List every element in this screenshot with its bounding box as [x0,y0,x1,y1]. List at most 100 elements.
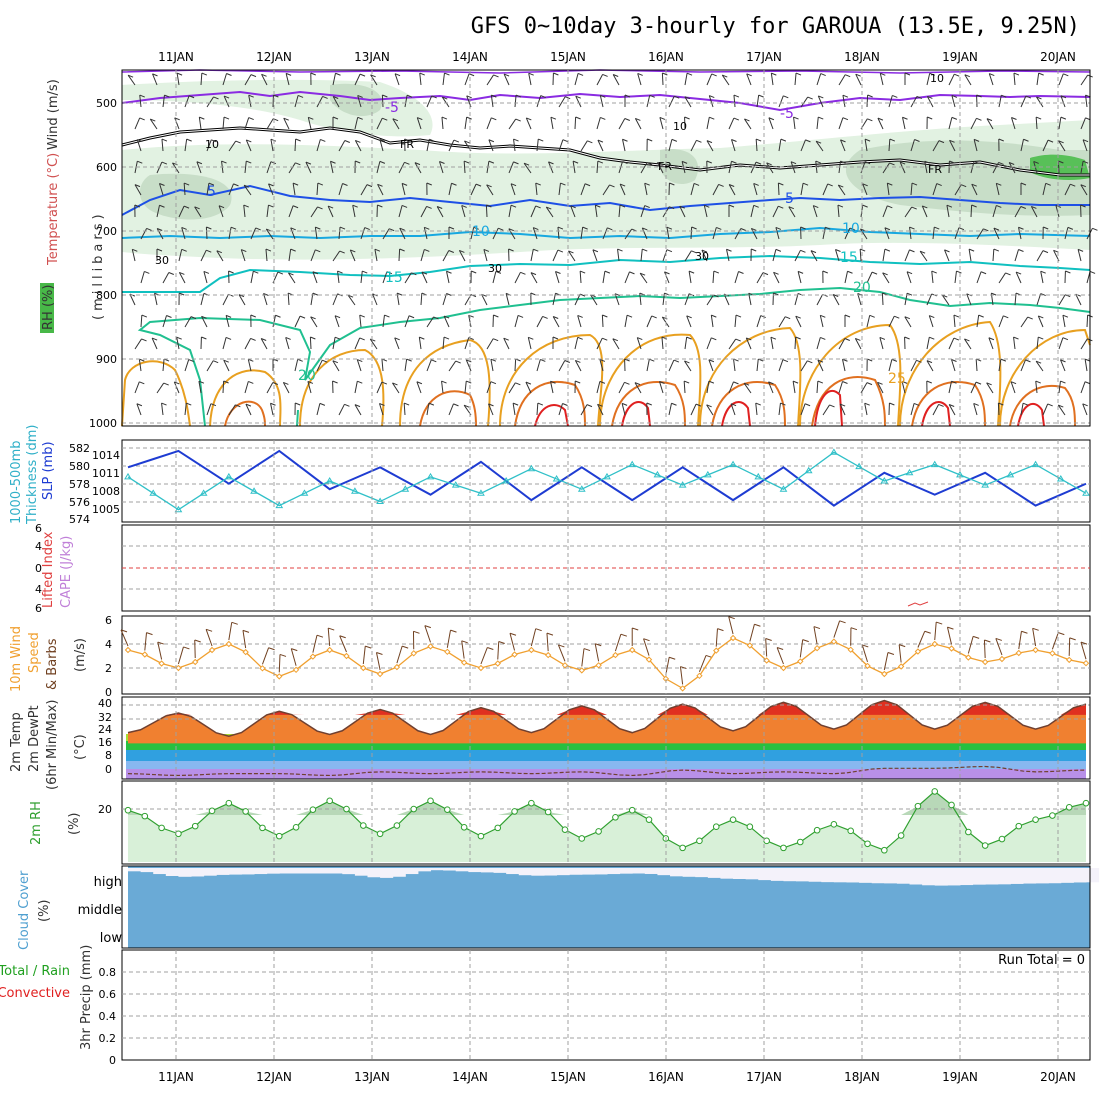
cloud-gap [758,868,772,881]
wind-barb-flag [802,639,809,643]
wind-barb-flag [844,74,851,78]
wind-barb [881,292,884,306]
wind-barb-flag [270,402,276,406]
contour-label: 30 [695,250,709,263]
wind-barb-flag [916,359,922,363]
wind-barb-flag [335,72,341,76]
wind-barb [1035,360,1044,372]
contour-labels: -5 -5 FR FR FR 5 5 10 10 15 15 20 20 25 … [155,72,944,387]
wind-barb [514,272,521,284]
wind-barb [778,316,786,328]
cloud-gap [871,868,885,884]
wind-barb-flag [493,314,499,318]
wind-speed-marker [897,663,905,670]
wind-barb-flag [134,184,141,188]
wind-barb-flag [334,336,341,340]
stability-panel: 6 4 0 4 6 Lifted Index CAPE (J/kg) [35,522,1091,615]
thickness-marker [628,460,637,468]
wind-barb-flag [762,272,769,276]
wind-barb [819,315,824,328]
wind-barb [794,250,801,262]
wind-barb-flag [295,138,301,142]
thickness-marker [1082,489,1090,496]
wind-barb [640,162,648,174]
rh-marker [948,801,955,809]
wind-barb-flag [290,248,296,252]
wind-barb [662,249,668,262]
cloud-gap [241,868,255,875]
wind-barb-flag [765,638,772,642]
cloud-axis-label-b: (%) [37,900,52,923]
wind-barb-flag [738,271,744,274]
wind-barb-flag [815,140,822,144]
wind-barb [772,249,777,262]
wind-barb-flag [800,226,806,230]
wind-barb-flag [716,227,722,230]
wind-barb [884,227,890,240]
thickness-marker [300,489,309,496]
wind-barb-flag [562,403,568,406]
wind-barb-flag [927,116,933,120]
wind-barb-flag [235,404,241,408]
wind-barb-flag [1010,381,1017,385]
wind-barb [420,206,428,218]
wind-barb [574,293,581,306]
wind-barb [951,359,956,372]
wind-barb [461,205,466,218]
wind-speed-marker [662,675,670,683]
wind-barb-flag [443,336,450,340]
wind-speed-marker [1065,656,1073,664]
wind-barb-flag [211,139,217,143]
wind-barb-flag [624,94,631,98]
wind-barb-flag [733,117,740,121]
wind-barb [550,381,554,394]
rh-marker [1082,799,1090,807]
wind-barb [998,315,1004,328]
upper-air-panel: -5 -5 FR FR FR 5 5 10 10 15 15 20 20 25 … [40,69,1098,430]
wind-barb-flag [877,381,883,385]
bottom-date-label: 17JAN [746,1070,782,1084]
wind-barb [778,95,784,108]
wind-barb-flag [669,182,675,186]
surface-wind-barbs [120,616,1088,685]
wind-barb-flag [221,160,227,164]
wind-barb [514,315,519,328]
wind-barb-flag [1080,184,1087,188]
cloud-gap [1022,868,1037,884]
rh-marker [679,844,686,852]
wind-barb-flag [1000,358,1007,362]
wind-barb [426,403,430,416]
wind-barb [795,315,802,328]
wind-barb-flag [401,182,408,186]
rh-marker [998,835,1006,843]
wind-barb-flag [595,643,602,647]
wind-barb-flag [448,250,455,253]
rh-marker [292,823,300,831]
wind-speed-marker [544,651,552,659]
wind-barb-flag [693,182,700,186]
contour-label: 15 [840,250,858,266]
thickness-marker [376,497,384,504]
wind-barb-flag [242,629,250,633]
wind-barb-flag [339,250,345,254]
wind-barb [156,228,164,240]
wind-barb [594,205,598,218]
wind-barb-flag [871,271,878,275]
wind-barb [250,227,257,240]
wind-barb-flag [797,270,804,274]
rh-marker [460,823,468,831]
wind-barb-flag [523,162,530,166]
wind-barb-flag [243,204,249,208]
wind-barb [992,205,997,218]
wind-barb-flag [424,625,431,629]
wind-speed-marker [477,664,485,672]
wind-barb [698,655,707,672]
contour-label: 15 [385,270,403,286]
wind-barb [728,381,734,394]
wind-barb-flag [428,402,435,406]
wind-barb [1075,293,1082,306]
wind-barb [684,337,688,350]
wind-barb-flag [174,117,180,121]
wind-barb-flag [231,621,238,625]
wind-barb [862,183,868,196]
